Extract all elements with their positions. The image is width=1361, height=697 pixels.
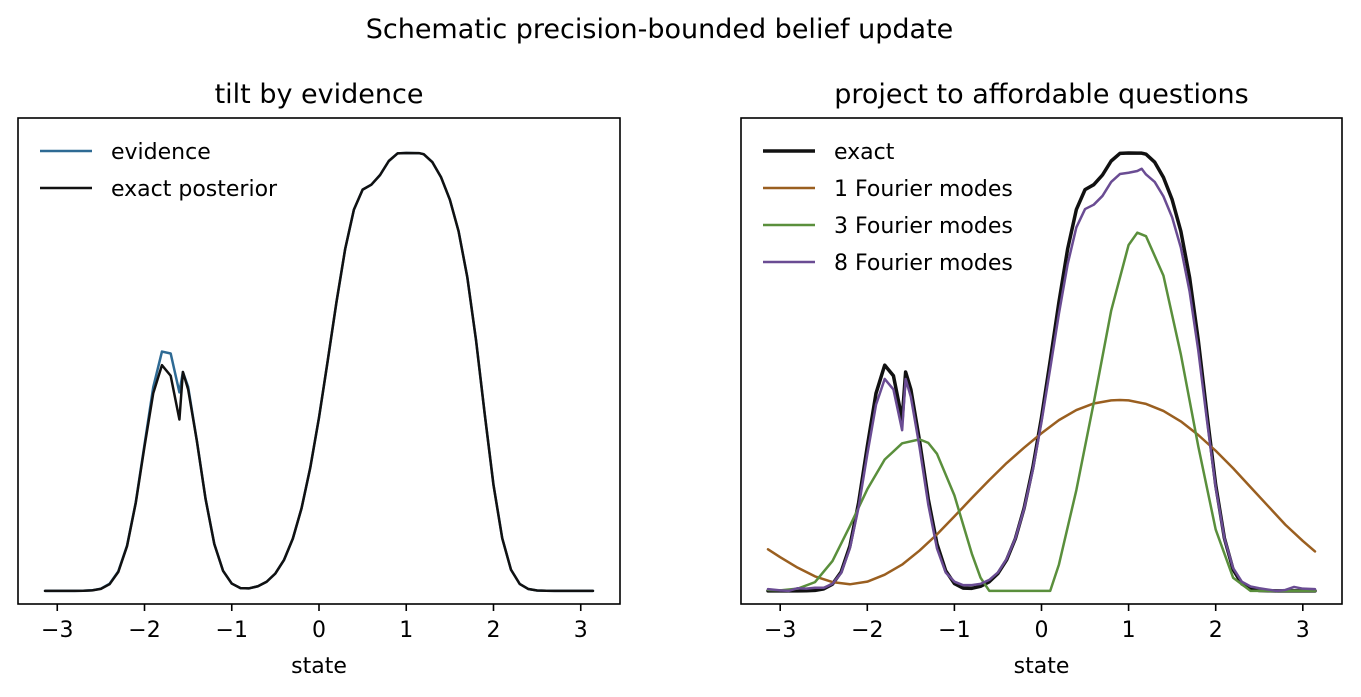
x-tick-label: −3 — [41, 618, 73, 643]
legend: exact 1 Fourier modes 3 Fourier modes 8 Fou… — [763, 140, 1013, 276]
series-line-3-fourier-modes — [766, 231, 1317, 593]
axes-frame — [17, 117, 621, 605]
x-axis-label: state — [291, 654, 347, 679]
chart-title: project to affordable questions — [834, 79, 1249, 110]
series-line-1-fourier-modes — [766, 398, 1317, 586]
chart-panel-tilt-by-evidence: tilt by evidence−3 −2 −1 0 1 2 3stateevidencee… — [17, 79, 621, 679]
x-tick-label: 3 — [1296, 618, 1310, 643]
chart-title: tilt by evidence — [215, 79, 424, 110]
series-line-8-fourier-modes — [766, 167, 1317, 593]
x-tick-label: 2 — [486, 618, 500, 643]
x-tick-label: 1 — [399, 618, 413, 643]
legend-label-exact-posterior: exact posterior — [111, 177, 278, 202]
x-tick-label: −3 — [764, 618, 796, 643]
x-tick-label: −1 — [938, 618, 970, 643]
x-tick-label: 2 — [1209, 618, 1223, 643]
legend: evidence exact posterior — [40, 140, 278, 202]
x-tick-label: −2 — [851, 618, 883, 643]
legend-label-8-fourier-modes: 8 Fourier modes — [834, 251, 1013, 276]
legend-label-evidence: evidence — [111, 140, 211, 165]
series-line-exact-posterior — [43, 151, 595, 593]
x-axis-label: state — [1014, 654, 1070, 679]
legend-label-3-fourier-modes: 3 Fourier modes — [834, 214, 1013, 239]
x-tick-label: −2 — [128, 618, 160, 643]
figure-title: Schematic precision-bounded belief updat… — [365, 14, 954, 45]
plot-area — [43, 151, 595, 593]
axes-frame — [740, 117, 1343, 605]
x-tick-label: 1 — [1122, 618, 1136, 643]
legend-label-exact: exact — [834, 140, 895, 165]
x-tick-label: 3 — [574, 618, 588, 643]
x-tick-label: −1 — [216, 618, 248, 643]
x-tick-label: 0 — [312, 618, 326, 643]
plot-area — [766, 151, 1317, 593]
legend-label-1-fourier-modes: 1 Fourier modes — [834, 177, 1013, 202]
chart-panel-project-to-affordable-questions: project to affordable questions −3 −2 −1 0 1 2… — [740, 79, 1343, 679]
x-tick-label: 0 — [1035, 618, 1049, 643]
series-line-evidence — [43, 151, 595, 593]
